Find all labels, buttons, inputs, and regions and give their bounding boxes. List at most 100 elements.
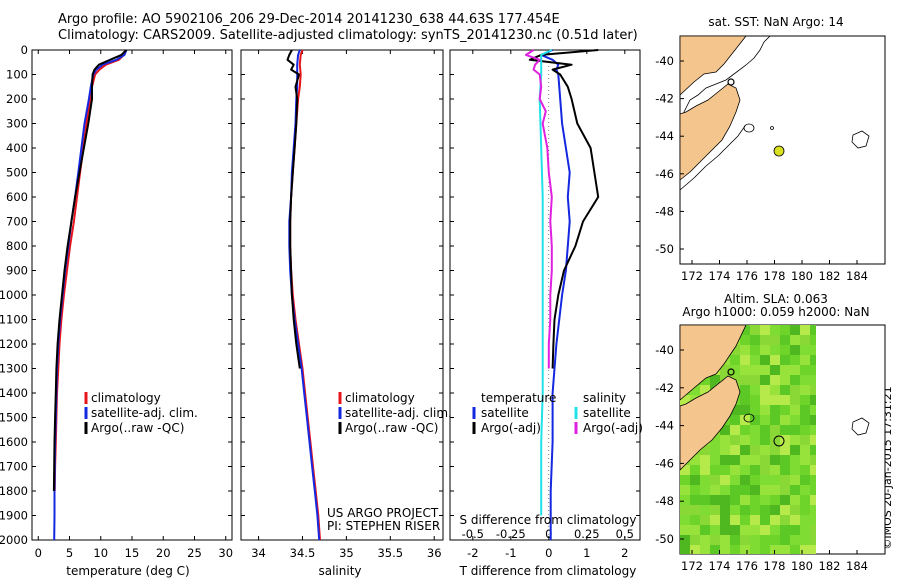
sla-cell bbox=[780, 385, 791, 396]
sla-map: Altim. SLA: 0.063 Argo h1000: 0.059 h200… bbox=[655, 292, 886, 573]
sla-cell bbox=[810, 485, 816, 496]
t-diff-tick-label: -1 bbox=[505, 546, 516, 560]
sla-cell bbox=[740, 445, 751, 456]
float-position-marker bbox=[773, 145, 785, 157]
depth-tick-label: 300 bbox=[6, 117, 28, 131]
lat-tick-label: -42 bbox=[655, 381, 674, 395]
sla-cell bbox=[700, 515, 711, 526]
sla-cell bbox=[680, 505, 691, 516]
sla-cell bbox=[800, 405, 811, 416]
sla-cell bbox=[790, 515, 801, 526]
sla-cell bbox=[710, 435, 721, 446]
sla-cell bbox=[720, 535, 731, 546]
lon-tick-label: 176 bbox=[736, 269, 758, 283]
salinity-legend: climatology satellite-adj. clim. Argo(..… bbox=[338, 391, 452, 435]
series-line-temperature-argo-adj- bbox=[528, 49, 600, 369]
sla-cell bbox=[800, 525, 811, 536]
sla-cell bbox=[810, 345, 816, 356]
sla-cell bbox=[800, 375, 811, 386]
sla-cell bbox=[740, 545, 751, 554]
lon-tick-label: 172 bbox=[681, 269, 703, 283]
sla-cell bbox=[800, 505, 811, 516]
sla-cell bbox=[730, 465, 741, 476]
sla-cell bbox=[720, 365, 731, 376]
salinity-xlabel: salinity bbox=[318, 564, 361, 578]
lon-tick-label: 174 bbox=[709, 559, 731, 573]
legend-label-satellite: satellite-adj. clim. bbox=[91, 406, 198, 420]
sla-cell bbox=[700, 525, 711, 536]
sla-cell bbox=[730, 455, 741, 466]
x-tick-label: 25 bbox=[187, 546, 202, 560]
sla-cell bbox=[740, 425, 751, 436]
depth-axis: 0 100 200 300 400 500 600 700 800 900 1000 1100 1200… bbox=[0, 43, 640, 547]
sla-cell bbox=[710, 505, 721, 516]
sla-cell bbox=[800, 325, 811, 336]
north-island-land bbox=[679, 35, 747, 96]
sla-cell bbox=[770, 425, 781, 436]
sla-cell bbox=[810, 455, 816, 466]
sla-cell bbox=[790, 345, 801, 356]
sla-cell bbox=[690, 525, 701, 536]
lat-tick-label: -42 bbox=[655, 92, 674, 106]
sla-cell bbox=[750, 505, 761, 516]
sla-cell bbox=[810, 495, 816, 506]
sla-cell bbox=[760, 395, 771, 406]
sla-cell bbox=[780, 525, 791, 536]
sla-cell bbox=[760, 535, 771, 546]
sla-cell bbox=[800, 545, 811, 554]
sla-cell bbox=[760, 375, 771, 386]
depth-tick-label: 100 bbox=[6, 68, 28, 82]
depth-tick-label: 2000 bbox=[0, 533, 28, 547]
sla-cell bbox=[810, 405, 816, 416]
sla-cell bbox=[770, 505, 781, 516]
sla-cell bbox=[810, 535, 816, 546]
sla-cell bbox=[790, 475, 801, 486]
depth-tick-label: 1400 bbox=[0, 386, 28, 400]
sla-cell bbox=[760, 335, 771, 346]
sla-cell bbox=[790, 495, 801, 506]
sla-cell bbox=[780, 415, 791, 426]
sla-map-axes: -40 -42 -44 -46 -48 -50 172 174 176 178 180 182 184 bbox=[655, 343, 868, 573]
sla-cell bbox=[700, 535, 711, 546]
lat-tick-label: -40 bbox=[655, 343, 674, 357]
sla-cell bbox=[760, 475, 771, 486]
sla-cell bbox=[710, 465, 721, 476]
sla-cell bbox=[690, 475, 701, 486]
sla-cell bbox=[700, 455, 711, 466]
x-tick-label: 0 bbox=[35, 546, 42, 560]
x-tick-label: 30 bbox=[218, 546, 233, 560]
sla-cell bbox=[770, 395, 781, 406]
sla-cell bbox=[730, 435, 741, 446]
sla-cell bbox=[730, 365, 741, 376]
sla-cell bbox=[740, 395, 751, 406]
sla-cell bbox=[750, 425, 761, 436]
sla-cell bbox=[690, 535, 701, 546]
sla-cell bbox=[750, 515, 761, 526]
islet-contour bbox=[770, 126, 774, 130]
sla-cell bbox=[750, 455, 761, 466]
sla-cell bbox=[700, 545, 711, 554]
sla-cell bbox=[780, 365, 791, 376]
sla-cell bbox=[750, 535, 761, 546]
sla-cell bbox=[810, 425, 816, 436]
sla-cell bbox=[680, 475, 691, 486]
lat-tick-label: -48 bbox=[655, 494, 674, 508]
sst-contour-north bbox=[679, 35, 771, 121]
sla-cell bbox=[780, 445, 791, 456]
sla-cell bbox=[770, 445, 781, 456]
sla-cell bbox=[810, 375, 816, 386]
s-diff-tick-label: 0.5 bbox=[616, 527, 634, 541]
depth-tick-label: 1900 bbox=[0, 509, 28, 523]
figure-title-line1: Argo profile: AO 5902106_206 29-Dec-2014… bbox=[58, 12, 560, 27]
sla-cell bbox=[780, 515, 791, 526]
sla-cell bbox=[780, 355, 791, 366]
sla-cell bbox=[770, 545, 781, 554]
sla-cell bbox=[780, 345, 791, 356]
sla-cell bbox=[760, 495, 771, 506]
sla-cell bbox=[750, 415, 761, 426]
sla-cell bbox=[770, 435, 781, 446]
legend-label-t-satellite: satellite bbox=[481, 406, 529, 420]
sla-cell bbox=[770, 415, 781, 426]
sla-cell bbox=[810, 395, 816, 406]
depth-tick-label: 1600 bbox=[0, 435, 28, 449]
